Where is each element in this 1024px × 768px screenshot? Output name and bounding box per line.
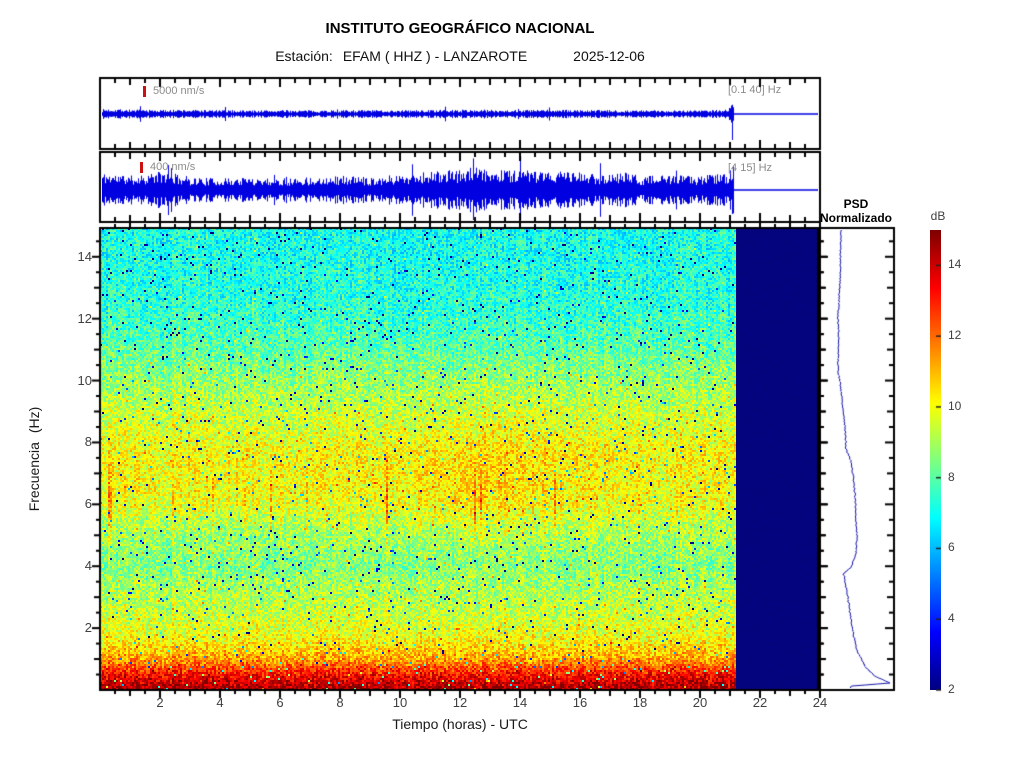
colorbar-tick-label: 4 [948,611,955,626]
page-title: INSTITUTO GEOGRÁFICO NACIONAL [325,20,595,37]
colorbar-tick-label: 2 [948,682,955,696]
trace1-band-label: [0.1 40] Hz [728,84,782,96]
psd-curve-canvas [820,230,892,688]
trace2-band-label: [4 15] Hz [728,162,773,174]
colorbar-tick-label: 14 [948,257,962,272]
trace2-scale-marker [140,162,143,173]
x-tick-label: 18 [632,695,648,710]
x-tick-label: 6 [276,695,284,710]
psd-panel-title: PSD Normalizado [818,197,894,225]
x-tick-label: 24 [812,695,828,710]
x-tick-label: 12 [452,695,468,710]
subtitle: Estación: EFAM ( HHZ ) - LANZAROTE 2025-… [100,48,820,64]
y-axis-label: Frecuencia (Hz) [26,406,42,512]
trace1-scale-marker [143,86,146,97]
colorbar-tick-label: 6 [948,540,955,555]
x-axis-label: Tiempo (horas) - UTC [392,716,528,732]
y-tick-label: 10 [77,372,92,388]
colorbar-tick-label: 12 [948,328,962,343]
colorbar-tick-label: 8 [948,469,955,484]
colorbar-label: dB [930,209,946,223]
trace1-scale-label: 5000 nm/s [153,85,205,97]
colorbar-canvas [930,230,941,690]
trace1-waveform-canvas [102,80,818,147]
x-tick-label: 22 [752,695,768,710]
trace2-waveform-canvas [102,154,818,220]
y-tick-label: 2 [84,620,92,636]
spectrogram-canvas [100,228,820,690]
psd-title-line1: PSD [843,197,869,211]
colorbar-tick-label: 10 [948,398,962,413]
psd-title-line2: Normalizado [819,211,892,225]
x-tick-label: 16 [572,695,588,710]
x-tick-label: 20 [692,695,708,710]
y-tick-label: 8 [84,434,92,450]
y-tick-label: 4 [84,558,92,574]
trace2-scale-label: 400 nm/s [150,161,196,173]
record-date: 2025-12-06 [573,48,645,64]
station-label: Estación: [275,48,333,64]
x-tick-label: 4 [216,695,224,710]
station-name: EFAM ( HHZ ) - LANZAROTE [342,48,528,64]
y-tick-label: 14 [77,248,92,264]
x-tick-label: 8 [336,695,344,710]
x-tick-label: 10 [392,695,408,710]
x-tick-label: 2 [156,695,164,710]
y-tick-label: 6 [84,496,92,512]
y-tick-label: 12 [77,310,92,326]
x-tick-label: 14 [512,695,528,710]
